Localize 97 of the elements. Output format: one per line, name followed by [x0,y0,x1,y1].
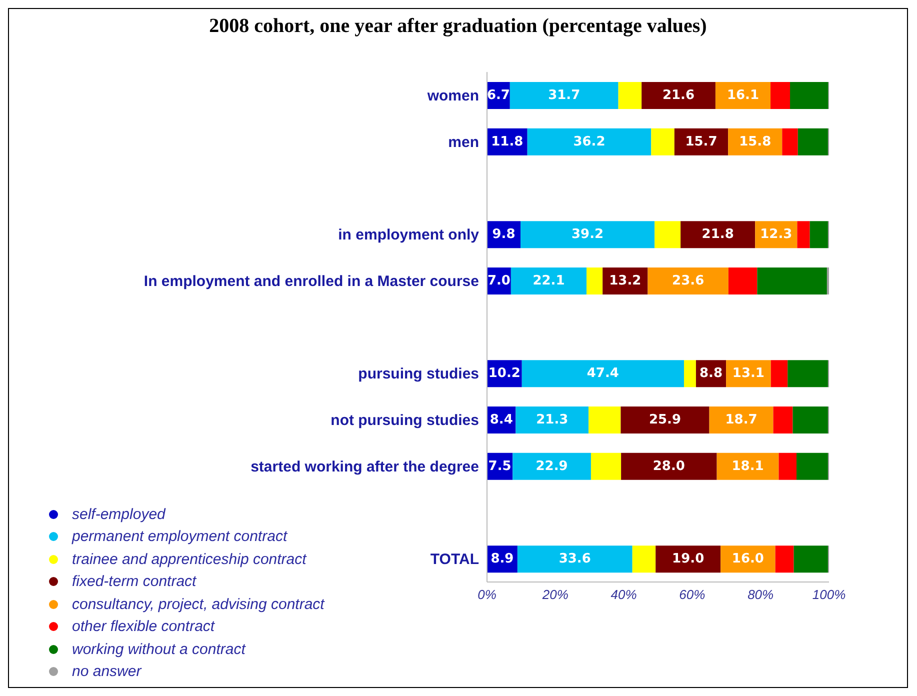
chart-title: 2008 cohort, one year after graduation (percentage values) [208,14,708,38]
data-label: 21.3 [536,412,568,428]
bar [588,406,621,434]
data-label: 22.9 [536,458,568,474]
bar [797,221,810,248]
bar [770,82,790,109]
data-label: 18.1 [732,458,764,474]
bar [775,546,794,573]
y-tick-label: in employment only [338,226,480,244]
data-label: 16.1 [726,88,760,103]
data-label: 23.6 [672,273,704,288]
bar [810,221,828,248]
data-label: 13.1 [732,366,764,382]
data-label: 28.0 [652,458,685,474]
bar [680,221,756,248]
x-tick-label: 20% [541,587,568,602]
bar [522,360,684,388]
legend-label: self-employed [72,506,166,523]
data-label: 33.6 [558,552,591,567]
bar [796,452,828,480]
x-tick-label: 80% [748,587,774,602]
legend-label: working without a contract [72,640,246,658]
bar [510,267,587,294]
data-label: 8.9 [490,552,514,567]
data-label: 36.2 [573,134,606,150]
bar [770,360,788,388]
bar [520,221,655,248]
data-label: 12.3 [760,227,792,242]
legend-label: fixed-term contract [72,573,196,590]
bar [648,267,728,294]
bar [684,360,696,388]
data-label: 47.4 [586,366,619,382]
bar [632,546,656,573]
bar [674,128,728,156]
y-tick-label: started working after the degree [250,458,479,476]
bar [788,360,828,388]
bar [716,452,779,480]
data-label: 18.7 [725,412,758,428]
bar [527,128,652,156]
x-tick-label: 100% [812,587,846,602]
bar [773,406,793,434]
legend-label: permanent employment contract [72,528,288,546]
data-label: 16.0 [732,552,764,567]
bar [656,546,721,573]
bar [782,128,798,156]
legend-label: consultancy, project, advising contract [72,596,324,613]
legend-label: no answer [72,663,142,680]
data-label: 21.6 [662,88,695,103]
data-label: 15.8 [739,134,772,150]
bar [517,546,632,573]
bar [709,406,774,434]
bar [516,406,589,434]
data-label: 13.2 [609,273,642,288]
bar [778,452,797,480]
y-tick-label: women [426,88,479,105]
bar [728,267,758,294]
bar [792,406,828,434]
data-label: 19.0 [672,552,704,567]
data-label: 39.2 [572,227,604,242]
data-label: 22.1 [532,273,565,288]
bar [590,452,622,480]
data-label: 7.0 [487,273,510,288]
x-tick-label: 40% [610,587,637,602]
x-tick-label: 0% [478,587,496,602]
x-tick-label: 60% [679,587,706,602]
y-tick-label: In employment and enrolled in a Master course [144,272,479,290]
legend-label: other flexible contract [72,618,215,636]
data-label: 8.8 [699,366,723,382]
data-label: 8.4 [490,412,513,428]
legend-label: trainee and apprenticeship contract [72,550,306,568]
data-label: 6.7 [486,88,510,103]
bar [510,82,618,109]
bar [586,267,603,294]
bar [794,546,828,573]
data-label: 31.7 [548,88,580,103]
data-label: 9.8 [492,227,516,242]
bar [757,267,827,294]
data-label: 7.5 [488,458,512,474]
bar [651,128,674,156]
bar [512,452,591,480]
y-tick-label: not pursuing studies [330,412,479,430]
data-label: 11.8 [491,134,524,150]
bar [642,82,716,109]
bar [621,452,717,480]
data-label: 25.9 [648,412,682,428]
data-label: 10.2 [488,366,520,382]
bar [798,128,828,156]
y-tick-label: TOTAL [430,551,479,568]
bar [715,82,771,109]
bar [654,221,681,248]
bar [618,82,642,109]
data-label: 15.7 [685,134,718,150]
y-tick-label: pursuing studies [358,366,479,383]
bar [620,406,710,434]
data-label: 21.8 [702,227,734,242]
bar [790,82,828,109]
y-tick-label: men [448,134,479,151]
